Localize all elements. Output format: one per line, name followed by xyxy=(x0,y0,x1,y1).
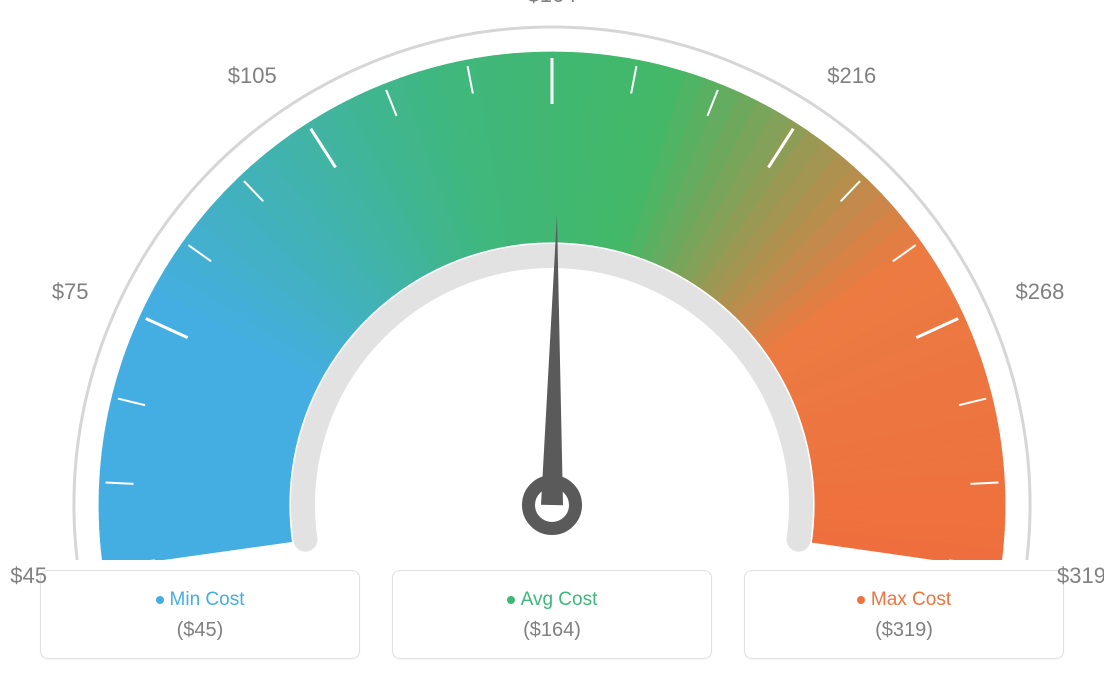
gauge-tick-label: $105 xyxy=(228,63,277,89)
legend-min-bullet xyxy=(156,596,164,604)
legend-card-min: Min Cost ($45) xyxy=(40,570,360,659)
gauge-tick-label: $75 xyxy=(52,279,89,305)
gauge-tick-label: $164 xyxy=(528,0,577,8)
gauge-svg xyxy=(0,0,1104,560)
legend-card-avg: Avg Cost ($164) xyxy=(392,570,712,659)
gauge-chart: $45$75$105$164$216$268$319 xyxy=(0,0,1104,560)
legend-min-value: ($45) xyxy=(53,619,347,642)
gauge-tick-label: $45 xyxy=(10,563,47,589)
legend-max-value: ($319) xyxy=(757,619,1051,642)
gauge-tick-minor xyxy=(106,482,134,483)
legend-row: Min Cost ($45) Avg Cost ($164) Max Cost … xyxy=(0,570,1104,659)
gauge-tick-label: $216 xyxy=(827,63,876,89)
legend-avg-title: Avg Cost xyxy=(405,589,699,611)
gauge-tick-label: $319 xyxy=(1057,563,1104,589)
legend-max-title: Max Cost xyxy=(757,589,1051,611)
legend-min-label: Min Cost xyxy=(170,589,245,610)
gauge-tick-label: $268 xyxy=(1015,279,1064,305)
legend-min-title: Min Cost xyxy=(53,589,347,611)
legend-avg-label: Avg Cost xyxy=(521,589,598,610)
legend-avg-value: ($164) xyxy=(405,619,699,642)
gauge-tick-minor xyxy=(970,482,998,483)
legend-max-label: Max Cost xyxy=(871,589,951,610)
legend-max-bullet xyxy=(857,596,865,604)
legend-avg-bullet xyxy=(507,596,515,604)
legend-card-max: Max Cost ($319) xyxy=(744,570,1064,659)
